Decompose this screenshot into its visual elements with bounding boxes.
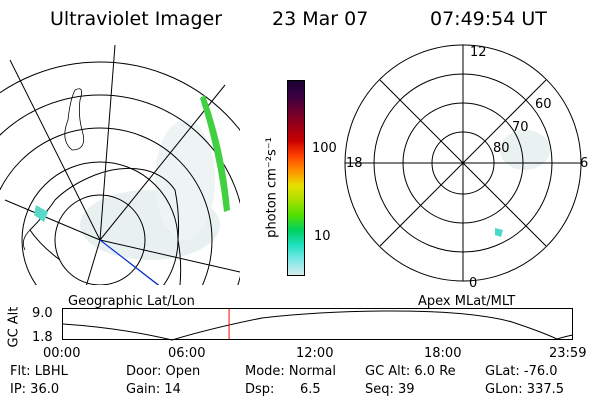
- geographic-longitude: GLon: 337.5: [485, 382, 565, 397]
- colorbar-tick-10: 10: [314, 229, 331, 244]
- mlt-label-6: 6: [580, 156, 589, 171]
- mlt-label-18: 18: [346, 156, 363, 171]
- timeline-xtick-0000: 00:00: [43, 346, 81, 361]
- auroral-arc: [200, 95, 230, 212]
- instrument-title: Ultraviolet Imager: [50, 8, 223, 30]
- left-panel-label: Geographic Lat/Lon: [68, 294, 195, 309]
- timeline-plot: [62, 308, 574, 341]
- mode-value: Mode: Normal: [245, 364, 336, 379]
- mlt-label-12: 12: [470, 45, 487, 60]
- geographic-latitude: GLat: -76.0: [485, 364, 558, 379]
- altitude-curve: [62, 310, 574, 341]
- dsp-value: 6.5: [300, 382, 321, 397]
- timeline-xtick-0600: 06:00: [168, 346, 206, 361]
- door-status: Door: Open: [126, 364, 201, 379]
- gain-value: Gain: 14: [126, 382, 181, 397]
- polar-plot: [344, 44, 582, 282]
- timeline-ytick-high: 9.0: [32, 306, 53, 321]
- observation-date: 23 Mar 07: [272, 8, 369, 30]
- timeline-xtick-1200: 12:00: [296, 346, 334, 361]
- flight-filter: Flt: LBHL: [10, 364, 68, 379]
- geographic-map: [0, 44, 240, 285]
- timeline-xtick-1800: 18:00: [424, 346, 462, 361]
- emission-spot: [34, 205, 48, 222]
- colorbar-tick-100: 100: [312, 141, 337, 156]
- right-panel-label: Apex MLat/MLT: [418, 294, 516, 309]
- observation-time: 07:49:54 UT: [430, 8, 547, 30]
- dsp-label: Dsp:: [245, 382, 275, 397]
- colorbar: [287, 80, 305, 276]
- lat-label-70: 70: [512, 120, 529, 135]
- lat-label-60: 60: [535, 97, 552, 112]
- lat-label-80: 80: [493, 141, 510, 156]
- timeline-axis-label: GC Alt: [6, 306, 22, 348]
- polar-emission-spot: [495, 228, 503, 237]
- sequence-number: Seq: 39: [365, 382, 415, 397]
- mlt-label-0: 0: [469, 276, 478, 291]
- ip-value: IP: 36.0: [10, 382, 60, 397]
- timeline-ytick-low: 1.8: [32, 330, 53, 345]
- antarctic-coastline: [29, 167, 182, 285]
- timeline-xtick-2359: 23:59: [549, 346, 587, 361]
- gc-altitude: GC Alt: 6.0 Re: [365, 364, 456, 379]
- colorbar-unit: photon cm⁻²s⁻¹: [264, 137, 280, 238]
- satellite-meridian: [99, 239, 159, 285]
